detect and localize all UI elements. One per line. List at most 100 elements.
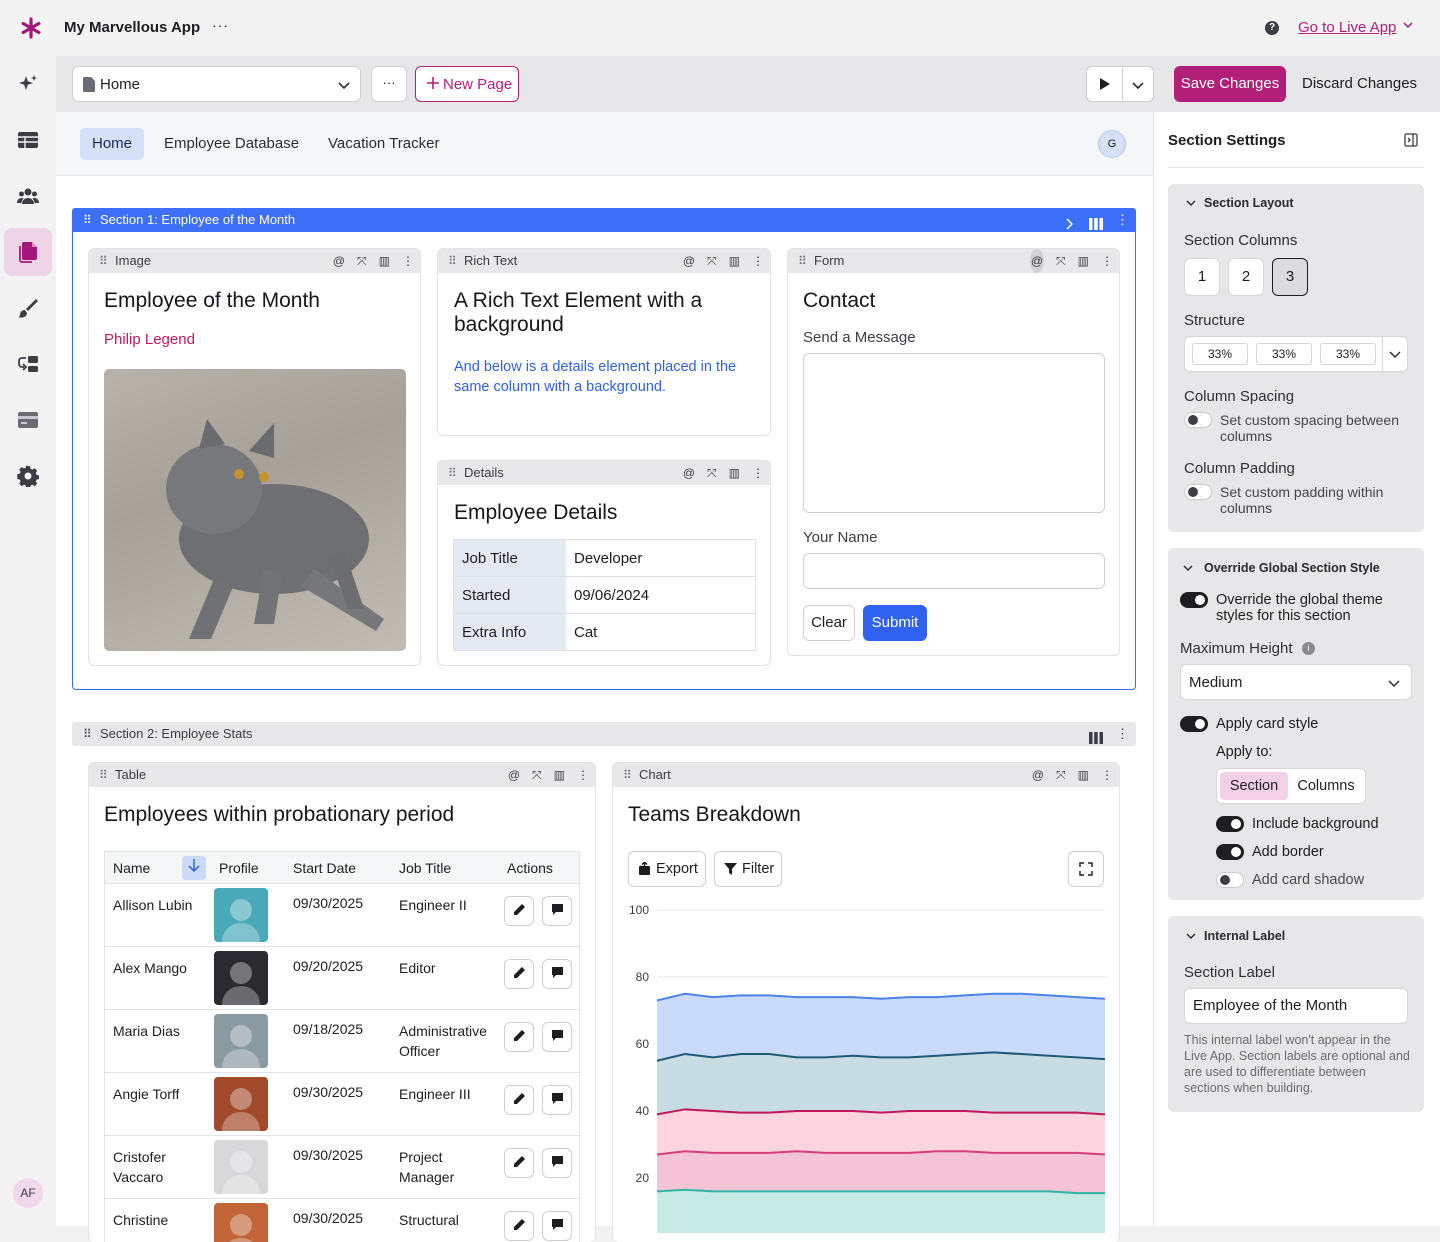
drag-handle-icon[interactable]: ⠿ (623, 768, 632, 782)
include-background-toggle[interactable] (1216, 816, 1244, 832)
drag-handle-icon[interactable]: ⠿ (83, 213, 92, 227)
collapse-icon[interactable]: ⤧ (357, 254, 367, 268)
max-height-select[interactable]: Medium (1180, 664, 1412, 700)
columns-icon[interactable]: ▥ (728, 466, 740, 480)
section-2-header[interactable]: ⠿ Section 2: Employee Stats ⋮ (72, 722, 1136, 746)
chevron-down-icon[interactable] (1388, 347, 1402, 366)
col-name[interactable]: Name (113, 860, 151, 876)
card-icon[interactable] (4, 396, 52, 444)
export-button[interactable]: Export (628, 851, 706, 887)
at-icon[interactable]: @ (1031, 768, 1045, 782)
structure-col-1[interactable]: 33% (1192, 343, 1248, 365)
table-row[interactable]: Alex Mango 09/20/2025 Editor (105, 947, 579, 1010)
drag-handle-icon[interactable]: ⠿ (448, 254, 457, 268)
pencil-icon[interactable] (504, 959, 534, 989)
fullscreen-button[interactable] (1068, 851, 1104, 887)
columns-icon[interactable]: ▥ (1077, 768, 1089, 782)
brush-icon[interactable] (4, 284, 52, 332)
tab-vacation-tracker[interactable]: Vacation Tracker (328, 135, 440, 152)
at-icon[interactable]: @ (682, 466, 696, 480)
collapse-icon[interactable]: ⤧ (1056, 768, 1066, 782)
save-changes-button[interactable]: Save Changes (1174, 66, 1286, 102)
section-1-header[interactable]: ⠿ Section 1: Employee of the Month ⋮ (72, 208, 1136, 232)
app-more-button[interactable]: ··· (212, 17, 229, 33)
columns-icon[interactable]: ▥ (1077, 254, 1089, 268)
internal-label-header[interactable]: Internal Label (1204, 929, 1286, 943)
chevron-right-icon[interactable] (1066, 214, 1074, 238)
help-icon[interactable]: ? (1265, 21, 1279, 35)
collapse-icon[interactable]: ⤧ (532, 768, 542, 782)
form-card[interactable]: ⠿ Form @ ⤧ ▥ ⋮ Contact Send a Message Your … (787, 248, 1120, 656)
more-vertical-icon[interactable]: ⋮ (1116, 212, 1129, 227)
comment-icon[interactable] (542, 1148, 572, 1178)
rich-text-card[interactable]: ⠿ Rich Text @ ⤧ ▥ ⋮ A Rich Text Element wit… (437, 248, 771, 436)
structure-col-2[interactable]: 33% (1256, 343, 1312, 365)
name-input[interactable] (803, 553, 1105, 589)
user-avatar[interactable]: AF (13, 1178, 43, 1208)
pencil-icon[interactable] (504, 896, 534, 926)
columns-option-1[interactable]: 1 (1184, 258, 1220, 296)
comment-icon[interactable] (542, 959, 572, 989)
at-icon[interactable]: @ (332, 254, 346, 268)
page-selector[interactable]: Home (72, 66, 361, 102)
pencil-icon[interactable] (504, 1148, 534, 1178)
section-layout-header[interactable]: Section Layout (1204, 196, 1294, 210)
columns-icon[interactable] (1089, 728, 1103, 752)
pencil-icon[interactable] (504, 1085, 534, 1115)
series-line[interactable] (656, 1051, 1106, 1062)
more-vertical-icon[interactable]: ⋮ (752, 254, 764, 268)
chevron-down-icon[interactable] (1131, 78, 1145, 97)
details-card[interactable]: ⠿ Details @ ⤧ ▥ ⋮ Employee Details Job Titl… (437, 460, 771, 666)
table-card[interactable]: ⠿ Table @ ⤧ ▥ ⋮ Employees within probationa… (88, 762, 596, 1242)
apply-columns-option[interactable]: Columns (1297, 778, 1355, 794)
series-line[interactable] (656, 1188, 1105, 1195)
new-page-button[interactable]: New Page (415, 66, 519, 102)
workflow-icon[interactable] (4, 340, 52, 388)
col-job-title[interactable]: Job Title (399, 860, 452, 876)
filter-button[interactable]: Filter (714, 851, 782, 887)
collapse-icon[interactable]: ⤧ (707, 466, 717, 480)
columns-icon[interactable]: ▥ (553, 768, 565, 782)
sparkle-icon[interactable] (4, 60, 52, 108)
page-more-button[interactable]: ··· (371, 66, 407, 102)
gear-icon[interactable] (4, 452, 52, 500)
comment-icon[interactable] (542, 1085, 572, 1115)
columns-icon[interactable] (1089, 214, 1103, 238)
image-card[interactable]: ⠿ Image @ ⤧ ▥ ⋮ Employee of the Month Phili… (88, 248, 421, 666)
series-line[interactable] (656, 992, 1106, 1002)
col-actions[interactable]: Actions (507, 860, 553, 876)
override-toggle[interactable] (1180, 592, 1208, 608)
play-icon[interactable] (1099, 77, 1111, 96)
user-avatar-g[interactable]: G (1098, 130, 1126, 158)
tab-home[interactable]: Home (80, 128, 145, 160)
table-icon[interactable] (4, 116, 52, 164)
columns-icon[interactable]: ▥ (378, 254, 390, 268)
collapse-icon[interactable]: ⤧ (707, 254, 717, 268)
more-vertical-icon[interactable]: ⋮ (577, 768, 589, 782)
collapse-icon[interactable]: ⤧ (1056, 254, 1066, 268)
at-icon[interactable]: @ (1029, 249, 1045, 273)
submit-button[interactable]: Submit (863, 605, 927, 641)
table-row[interactable]: Christine 09/30/2025 Structural (105, 1199, 579, 1242)
spacing-toggle[interactable] (1184, 412, 1212, 428)
drag-handle-icon[interactable]: ⠿ (99, 768, 108, 782)
structure-col-3[interactable]: 33% (1320, 343, 1376, 365)
table-row[interactable]: Angie Torff 09/30/2025 Engineer III (105, 1073, 579, 1136)
comment-icon[interactable] (542, 896, 572, 926)
more-vertical-icon[interactable]: ⋮ (1116, 726, 1129, 741)
table-row[interactable]: Allison Lubin 09/30/2025 Engineer II (105, 884, 579, 947)
chevron-down-icon[interactable] (1402, 19, 1414, 34)
chevron-down-icon[interactable] (1182, 561, 1194, 579)
drag-handle-icon[interactable]: ⠿ (798, 254, 807, 268)
at-icon[interactable]: @ (507, 768, 521, 782)
card-style-toggle[interactable] (1180, 716, 1208, 732)
drag-handle-icon[interactable]: ⠿ (83, 727, 92, 741)
sort-arrow-icon[interactable] (182, 856, 206, 880)
columns-option-3[interactable]: 3 (1272, 258, 1308, 296)
table-row[interactable]: Maria Dias 09/18/2025 Administrative Offic… (105, 1010, 579, 1073)
at-icon[interactable]: @ (682, 254, 696, 268)
padding-toggle[interactable] (1184, 484, 1212, 500)
users-icon[interactable] (4, 172, 52, 220)
override-header[interactable]: Override Global Section Style (1204, 561, 1380, 575)
col-profile[interactable]: Profile (219, 860, 259, 876)
